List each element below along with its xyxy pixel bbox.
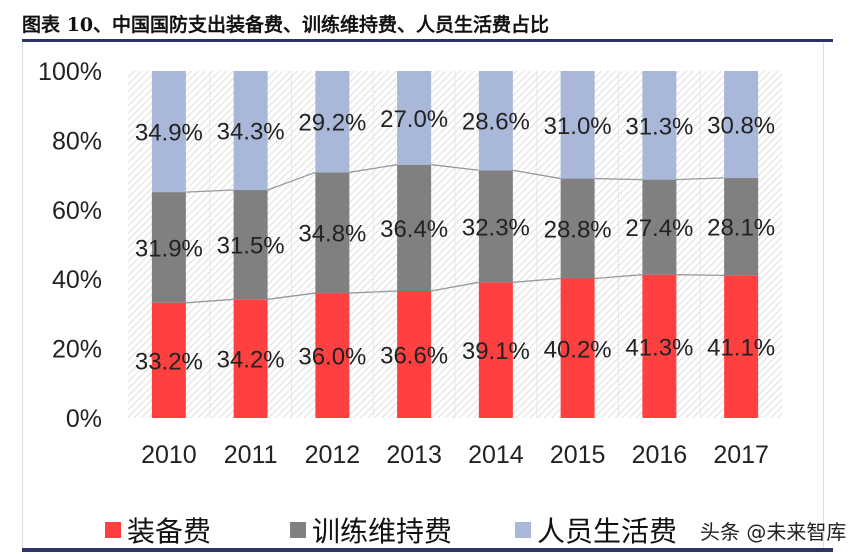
bar-segment [315,293,350,418]
data-label: 31.5% [217,233,285,260]
data-label: 28.6% [462,109,530,136]
series-line [349,290,398,294]
series-line [185,298,234,304]
chart-frame [22,43,824,548]
data-label: 27.4% [625,215,693,242]
data-label: 32.3% [462,214,530,241]
x-tick-label: 2015 [550,441,606,469]
series-line [431,281,479,292]
bar-segment [233,71,268,191]
series-line [185,189,234,193]
legend-label: 训练维持费 [312,515,453,548]
x-tick-label: 2014 [468,441,524,469]
bar-segment [151,71,186,193]
data-label: 36.6% [380,342,448,369]
x-tick-label: 2017 [713,441,769,469]
series-line [431,164,479,171]
bar-segment [397,71,432,165]
x-tick-label: 2016 [632,441,688,469]
watermark: 头条 @未来智库 [700,520,847,544]
bar-segment [151,192,186,303]
bar-segment [151,302,186,418]
data-label: 34.2% [217,347,285,374]
data-label: 36.0% [298,344,366,371]
bar-segment [315,71,350,173]
data-label: 34.8% [298,221,366,248]
x-tick-label: 2011 [224,441,278,469]
data-label: 36.4% [380,216,448,243]
data-label: 28.8% [544,217,612,244]
series-line [349,164,398,173]
data-label: 34.9% [135,120,203,147]
legend-label: 装备费 [127,515,212,548]
legend-swatch [290,522,306,538]
top-rule [22,39,833,42]
data-label: 31.0% [544,113,612,140]
data-label: 31.3% [625,113,693,140]
legend-item-equipment: 装备费 [105,510,211,550]
legend-label: 人员生活费 [537,515,678,548]
legend-item-training: 训练维持费 [290,510,452,550]
bar-segment [315,172,350,294]
bar-segment [560,278,595,418]
bar-segment [478,170,513,283]
x-tick-label: 2010 [141,441,197,469]
x-tick-label: 2013 [386,441,442,469]
y-tick-label: 0% [66,405,102,433]
bar-segment [397,164,432,291]
bar-segment [233,299,268,418]
bar-segment [724,71,759,178]
bar-segment [724,177,759,276]
data-label: 29.2% [298,110,366,137]
data-label: 39.1% [462,338,530,365]
y-tick-label: 60% [52,197,102,225]
bar-segment [233,190,268,300]
data-label: 28.1% [707,215,775,242]
bar-segment [642,71,677,180]
legend-swatch [515,522,531,538]
series-line [267,171,316,191]
series-line [594,274,643,280]
data-label: 34.3% [217,119,285,146]
series-line [676,177,725,181]
bar-segment [560,178,595,279]
series-line [512,277,561,283]
legend-swatch [105,522,121,538]
bar-segment [478,282,513,418]
data-label: 30.8% [707,112,775,139]
y-tick-label: 40% [52,266,102,294]
y-tick-label: 100% [38,58,102,86]
series-line [594,177,643,181]
bar-segment [397,290,432,418]
data-label: 41.3% [625,334,693,361]
data-label: 41.1% [707,335,775,362]
series-line [512,169,561,180]
data-label: 40.2% [544,336,612,363]
y-tick-label: 20% [52,336,102,364]
data-label: 27.0% [380,106,448,133]
legend-item-personnel: 人员生活费 [515,510,677,550]
bar-segment [642,179,677,275]
x-tick-label: 2012 [305,441,361,469]
data-label: 31.9% [135,235,203,262]
y-tick-label: 80% [52,127,102,155]
bar-segment [724,275,759,418]
bar-segment [478,71,513,171]
data-label: 33.2% [135,348,203,375]
bar-segment [560,71,595,179]
series-line [676,274,725,277]
series-line [267,292,316,300]
chart-title: 图表 10、中国国防支出装备费、训练维持费、人员生活费占比 [22,14,550,36]
bar-segment [642,274,677,418]
bottom-rule [22,548,833,552]
